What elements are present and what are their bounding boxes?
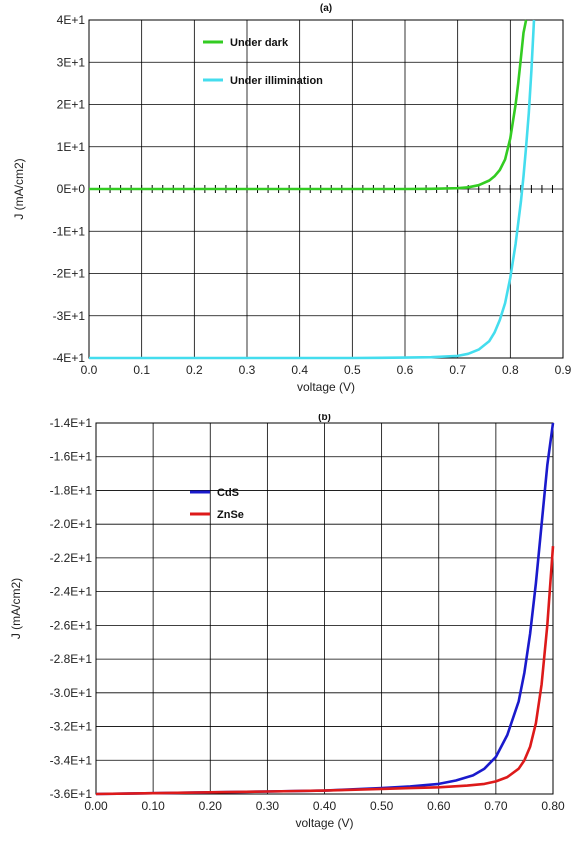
x-axis-label: voltage (V) (295, 816, 353, 830)
y-tick-label: -2.4E+1 (50, 585, 93, 599)
x-tick-label: 0.5 (344, 363, 361, 377)
y-tick-label: -2.8E+1 (50, 652, 93, 666)
x-tick-label: 0.9 (555, 363, 572, 377)
y-tick-label: -3.4E+1 (50, 753, 93, 767)
x-tick-label: 0.60 (427, 799, 451, 813)
y-tick-label: -2.6E+1 (50, 618, 93, 632)
x-tick-label: 0.30 (256, 799, 280, 813)
legend-label: ZnSe (217, 509, 244, 521)
y-tick-label: -1E+1 (53, 224, 86, 238)
y-tick-label: 3E+1 (57, 55, 86, 69)
y-tick-label: -2E+1 (53, 267, 86, 281)
x-tick-label: 0.7 (449, 363, 466, 377)
x-axis-label: voltage (V) (297, 380, 355, 394)
y-tick-label: -1.6E+1 (50, 450, 93, 464)
y-tick-label: -1.4E+1 (50, 416, 93, 430)
x-tick-label: 0.80 (541, 799, 565, 813)
y-tick-label: 1E+1 (57, 140, 86, 154)
x-tick-label: 0.10 (141, 799, 165, 813)
x-tick-label: 0.8 (502, 363, 519, 377)
chart-a: (a) 0.0 0.1 0.2 0.3 0.4 0.5 0.6 0.7 0.8 0.9 -4E+1 -3… (0, 0, 585, 412)
x-tick-label: 0.00 (84, 799, 108, 813)
legend-label: CdS (217, 487, 239, 499)
chart-title: (b) (318, 414, 331, 423)
x-tick-label: 0.40 (313, 799, 337, 813)
y-tick-label: -3.2E+1 (50, 720, 93, 734)
x-tick-label: 0.4 (291, 363, 308, 377)
legend-label: Under dark (230, 37, 289, 49)
y-tick-label: 2E+1 (57, 98, 86, 112)
x-tick-label: 0.1 (133, 363, 150, 377)
chart-b: (b) 0.00 0.10 0.20 0.30 0.40 0.50 0.60 0.70 0.80 -… (0, 414, 585, 849)
y-tick-label: -3E+1 (53, 309, 86, 323)
y-tick-label: -2.0E+1 (50, 517, 93, 531)
chart-title: (a) (320, 3, 332, 14)
y-axis-label: J (mA/cm2) (12, 158, 26, 219)
x-tick-label: 0.50 (370, 799, 394, 813)
x-tick-label: 0.6 (397, 363, 414, 377)
x-tick-label: 0.3 (239, 363, 256, 377)
x-tick-label: 0.2 (186, 363, 203, 377)
y-tick-label: 0E+0 (57, 182, 86, 196)
y-tick-label: -2.2E+1 (50, 551, 93, 565)
y-tick-label: -4E+1 (53, 351, 86, 365)
y-axis-label: J (mA/cm2) (9, 578, 23, 639)
x-tick-label: 0.70 (484, 799, 508, 813)
y-tick-label: -3.6E+1 (50, 787, 93, 801)
y-tick-label: -3.0E+1 (50, 686, 93, 700)
legend-label: Under illimination (230, 75, 323, 87)
y-tick-label: 4E+1 (57, 13, 86, 27)
y-tick-label: -1.8E+1 (50, 483, 93, 497)
x-tick-label: 0.20 (199, 799, 223, 813)
x-tick-label: 0.0 (81, 363, 98, 377)
